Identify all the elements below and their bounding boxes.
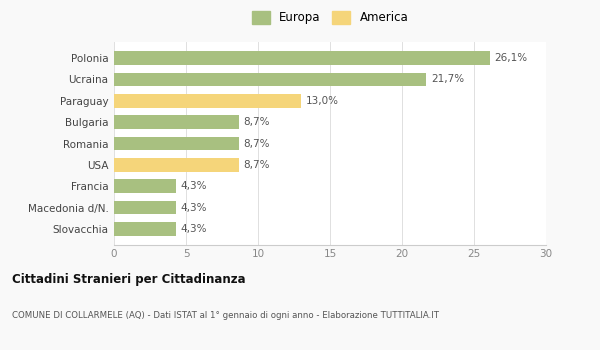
Bar <box>114 94 301 108</box>
Text: 4,3%: 4,3% <box>180 224 207 234</box>
Text: Cittadini Stranieri per Cittadinanza: Cittadini Stranieri per Cittadinanza <box>12 273 245 286</box>
Bar <box>114 179 176 193</box>
Bar <box>114 51 490 65</box>
Bar <box>114 115 239 129</box>
Text: 8,7%: 8,7% <box>244 160 270 170</box>
Text: 4,3%: 4,3% <box>180 203 207 212</box>
Text: 26,1%: 26,1% <box>494 53 527 63</box>
Text: 8,7%: 8,7% <box>244 139 270 148</box>
Bar <box>114 158 239 172</box>
Bar <box>114 201 176 215</box>
Legend: Europa, America: Europa, America <box>248 8 412 28</box>
Text: 8,7%: 8,7% <box>244 117 270 127</box>
Text: 13,0%: 13,0% <box>305 96 338 106</box>
Text: COMUNE DI COLLARMELE (AQ) - Dati ISTAT al 1° gennaio di ogni anno - Elaborazione: COMUNE DI COLLARMELE (AQ) - Dati ISTAT a… <box>12 312 439 321</box>
Bar <box>114 222 176 236</box>
Bar <box>114 72 427 86</box>
Bar <box>114 136 239 150</box>
Text: 4,3%: 4,3% <box>180 181 207 191</box>
Text: 21,7%: 21,7% <box>431 75 464 84</box>
